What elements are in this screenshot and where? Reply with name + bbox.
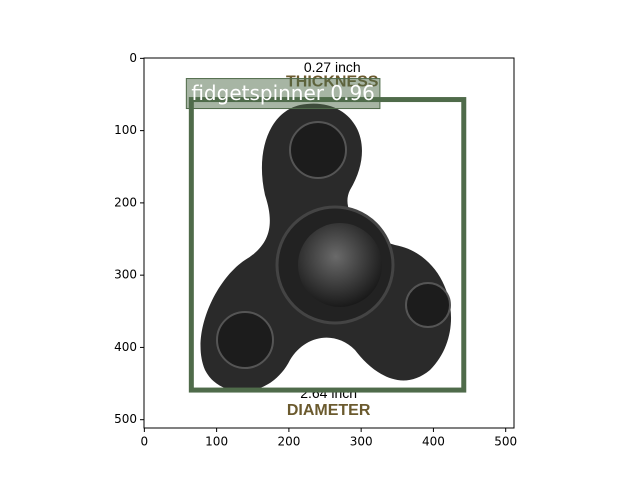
image-text: 0.27 inch <box>304 59 361 75</box>
y-tick-label: 0 <box>129 51 137 65</box>
x-tick-label: 500 <box>494 435 517 449</box>
x-tick-label: 0 <box>141 435 149 449</box>
y-tick-label: 200 <box>114 195 137 209</box>
y-tick-label: 400 <box>114 340 137 354</box>
x-tick-label: 300 <box>350 435 373 449</box>
label-background <box>185 78 381 110</box>
x-tick-label: 400 <box>422 435 445 449</box>
image-text: DIAMETER <box>287 402 371 419</box>
y-tick-label: 100 <box>114 123 137 137</box>
image-text: 2.64 inch <box>300 385 357 401</box>
axes-frame <box>143 57 515 429</box>
detection-label: fidgetspinner 0.96 <box>191 81 375 105</box>
x-tick-label: 200 <box>277 435 300 449</box>
spinner-image <box>200 103 452 392</box>
y-tick-label: 500 <box>114 412 137 426</box>
x-tick-label: 100 <box>205 435 228 449</box>
y-tick-label: 300 <box>114 268 137 282</box>
